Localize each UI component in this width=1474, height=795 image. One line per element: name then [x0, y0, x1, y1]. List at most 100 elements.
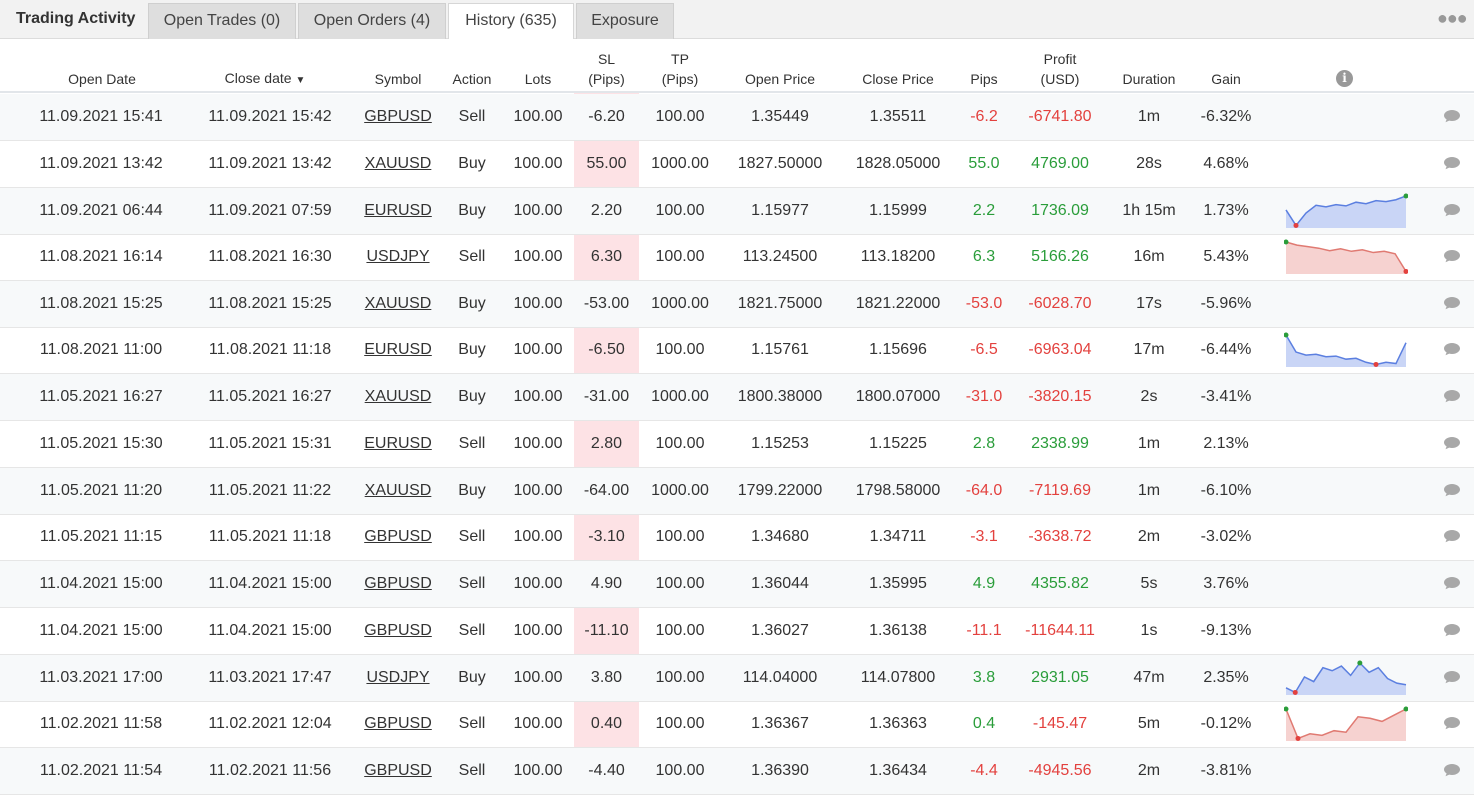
col-pips[interactable]: Pips: [970, 71, 998, 87]
comment-icon[interactable]: [1443, 436, 1461, 450]
symbol-link[interactable]: XAUUSD: [364, 155, 432, 172]
table-row[interactable]: 11.05.2021 11:20 11.05.2021 11:22 XAUUSD Bu…: [0, 468, 1474, 515]
tab-history[interactable]: History (635): [448, 3, 574, 40]
symbol-link[interactable]: EURUSD: [364, 202, 432, 219]
comment-icon[interactable]: [1443, 763, 1461, 777]
close-date-cell: 11.09.2021 07:59: [208, 202, 332, 219]
action-cell: Sell: [458, 622, 486, 639]
col-open-price[interactable]: Open Price: [744, 71, 816, 87]
tp-cell: 100.00: [655, 528, 705, 545]
comment-icon[interactable]: [1443, 109, 1461, 123]
table-row[interactable]: 11.05.2021 16:27 11.05.2021 16:27 XAUUSD Bu…: [0, 374, 1474, 421]
action-cell: Buy: [458, 669, 486, 686]
tab-open-trades[interactable]: Open Trades (0): [148, 3, 296, 39]
close-date-cell: 11.05.2021 11:22: [208, 482, 332, 499]
table-row[interactable]: 11.04.2021 15:00 11.04.2021 15:00 GBPUSD Se…: [0, 608, 1474, 655]
open-price-cell: 1.15253: [751, 435, 809, 452]
comment-icon[interactable]: [1443, 296, 1461, 310]
tab-exposure[interactable]: Exposure: [576, 3, 674, 39]
lots-cell: 100.00: [513, 295, 563, 312]
pips-cell: 6.3: [972, 248, 996, 265]
profit-cell: -6963.04: [1028, 341, 1092, 358]
table-row[interactable]: 11.08.2021 11:00 11.08.2021 11:18 EURUSD Bu…: [0, 327, 1474, 374]
symbol-link[interactable]: GBPUSD: [364, 622, 432, 639]
symbol-link[interactable]: GBPUSD: [364, 528, 432, 545]
comment-icon[interactable]: [1443, 623, 1461, 637]
col-close-price[interactable]: Close Price: [862, 71, 934, 87]
col-profit[interactable]: Profit (USD): [1020, 51, 1100, 88]
table-row[interactable]: 11.04.2021 15:00 11.04.2021 15:00 GBPUSD Se…: [0, 561, 1474, 608]
comment-icon[interactable]: [1443, 249, 1461, 263]
col-tp[interactable]: TP (Pips): [646, 51, 714, 88]
col-open-date[interactable]: Open Date: [68, 71, 136, 87]
duration-cell: 47m: [1133, 669, 1165, 686]
more-dots-icon[interactable]: ●●●: [1437, 8, 1468, 28]
symbol-link[interactable]: EURUSD: [364, 341, 432, 358]
sl-cell: 0.40: [590, 715, 623, 732]
gain-cell: 4.68%: [1203, 155, 1249, 172]
info-icon[interactable]: i: [1336, 70, 1353, 87]
col-profit-label: Profit: [1043, 51, 1077, 67]
col-gain[interactable]: Gain: [1211, 71, 1241, 87]
comment-icon[interactable]: [1443, 156, 1461, 170]
close-date-cell: 11.05.2021 15:31: [208, 435, 332, 452]
symbol-link[interactable]: XAUUSD: [364, 295, 432, 312]
table-row[interactable]: 11.03.2021 17:00 11.03.2021 17:47 USDJPY Bu…: [0, 655, 1474, 702]
tp-cell: 100.00: [655, 762, 705, 779]
table-row[interactable]: 11.09.2021 06:44 11.09.2021 07:59 EURUSD Bu…: [0, 188, 1474, 235]
tab-open-orders[interactable]: Open Orders (4): [298, 3, 446, 39]
action-cell: Sell: [458, 108, 486, 125]
col-action[interactable]: Action: [452, 71, 492, 87]
symbol-link[interactable]: GBPUSD: [364, 762, 432, 779]
symbol-link[interactable]: XAUUSD: [364, 482, 432, 499]
open-price-cell: 1.36027: [751, 622, 809, 639]
comment-icon[interactable]: [1443, 342, 1461, 356]
sparkline-high-point: [1403, 193, 1408, 199]
table-row[interactable]: 11.02.2021 11:54 11.02.2021 11:56 GBPUSD Se…: [0, 748, 1474, 795]
comment-icon[interactable]: [1443, 670, 1461, 684]
duration-cell: 2m: [1137, 528, 1161, 545]
symbol-link[interactable]: USDJPY: [366, 248, 430, 265]
symbol-link[interactable]: USDJPY: [366, 669, 430, 686]
profit-cell: 2931.05: [1031, 669, 1089, 686]
symbol-link[interactable]: GBPUSD: [364, 575, 432, 592]
profit-cell: 1736.09: [1031, 202, 1089, 219]
table-row[interactable]: 11.09.2021 15:41 11.09.2021 15:42 GBPUSD Se…: [0, 94, 1474, 141]
action-cell: Buy: [458, 295, 486, 312]
sparkline-low-point: [1403, 268, 1408, 274]
symbol-link[interactable]: XAUUSD: [364, 388, 432, 405]
duration-cell: 28s: [1136, 155, 1162, 172]
tp-cell: 1000.00: [651, 295, 709, 312]
symbol-link[interactable]: EURUSD: [364, 435, 432, 452]
duration-cell: 16m: [1133, 248, 1165, 265]
comment-icon[interactable]: [1443, 529, 1461, 543]
col-duration[interactable]: Duration: [1122, 71, 1176, 87]
trade-sparkline: [1284, 706, 1408, 741]
col-close-date[interactable]: Close date ▼: [200, 70, 330, 89]
symbol-link[interactable]: GBPUSD: [364, 108, 432, 125]
comment-icon[interactable]: [1443, 716, 1461, 730]
action-cell: Buy: [458, 341, 486, 358]
comment-icon[interactable]: [1443, 576, 1461, 590]
table-row[interactable]: 11.05.2021 11:15 11.05.2021 11:18 GBPUSD Se…: [0, 514, 1474, 561]
table-row[interactable]: 11.05.2021 15:30 11.05.2021 15:31 EURUSD Se…: [0, 421, 1474, 468]
close-price-cell: 1.15225: [869, 435, 927, 452]
sparkline-area: [1286, 196, 1406, 228]
sparkline-low-point: [1295, 735, 1301, 741]
sparkline-high-point: [1357, 660, 1363, 666]
sparkline-high-point: [1284, 239, 1289, 245]
table-row[interactable]: 11.08.2021 15:25 11.08.2021 15:25 XAUUSD Bu…: [0, 281, 1474, 328]
comment-icon[interactable]: [1443, 483, 1461, 497]
symbol-link[interactable]: GBPUSD: [364, 715, 432, 732]
table-row[interactable]: 11.08.2021 16:14 11.08.2021 16:30 USDJPY Se…: [0, 234, 1474, 281]
comment-icon[interactable]: [1443, 203, 1461, 217]
duration-cell: 1s: [1140, 622, 1158, 639]
action-cell: Sell: [458, 575, 486, 592]
col-sl[interactable]: SL (Pips): [574, 51, 639, 88]
col-symbol[interactable]: Symbol: [374, 71, 422, 87]
col-lots[interactable]: Lots: [524, 71, 552, 87]
comment-icon[interactable]: [1443, 389, 1461, 403]
tp-cell: 100.00: [655, 248, 705, 265]
table-row[interactable]: 11.09.2021 13:42 11.09.2021 13:42 XAUUSD Bu…: [0, 141, 1474, 188]
table-row[interactable]: 11.02.2021 11:58 11.02.2021 12:04 GBPUSD Se…: [0, 701, 1474, 748]
